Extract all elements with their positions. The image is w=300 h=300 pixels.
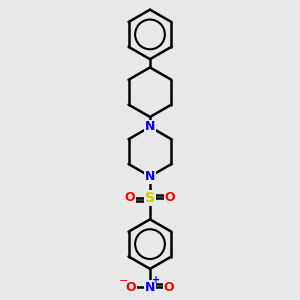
Text: O: O (125, 280, 136, 294)
Text: N: N (145, 170, 155, 183)
Text: S: S (145, 191, 155, 205)
Text: N: N (145, 120, 155, 134)
Text: +: + (152, 275, 160, 285)
Text: O: O (164, 280, 175, 294)
Text: N: N (145, 280, 155, 294)
Text: O: O (164, 191, 175, 204)
Text: O: O (125, 191, 136, 204)
Text: −: − (119, 276, 128, 286)
